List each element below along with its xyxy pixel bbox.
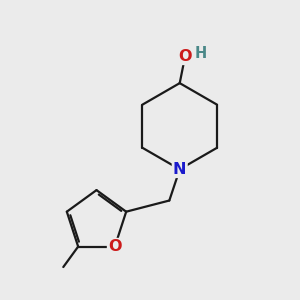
Text: O: O [178, 49, 192, 64]
Text: N: N [173, 162, 187, 177]
Text: H: H [194, 46, 207, 61]
Text: O: O [108, 239, 122, 254]
